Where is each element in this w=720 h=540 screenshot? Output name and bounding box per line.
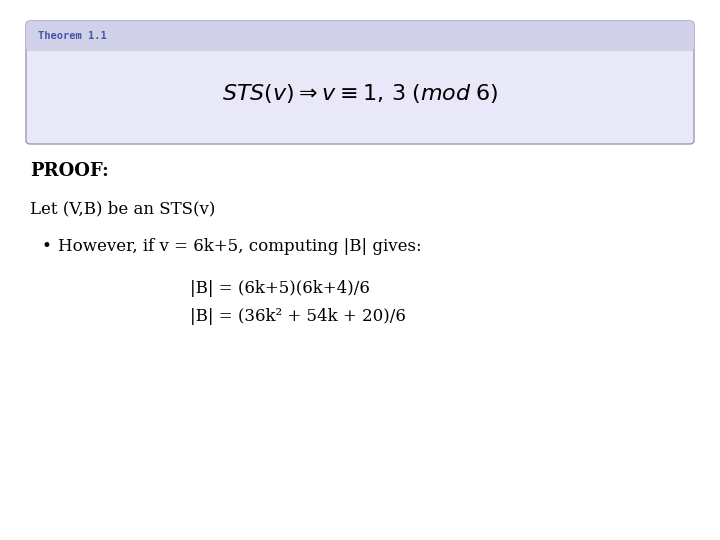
- Text: However, if v = 6k+5, computing |B| gives:: However, if v = 6k+5, computing |B| give…: [58, 238, 422, 255]
- FancyBboxPatch shape: [26, 21, 694, 51]
- Text: Let (V,B) be an STS(v): Let (V,B) be an STS(v): [30, 200, 215, 217]
- Text: Theorem 1.1: Theorem 1.1: [38, 31, 107, 41]
- Text: PROOF:: PROOF:: [30, 162, 109, 180]
- Text: |B| = (6k+5)(6k+4)/6: |B| = (6k+5)(6k+4)/6: [190, 280, 370, 297]
- Text: |B| = (36k² + 54k + 20)/6: |B| = (36k² + 54k + 20)/6: [190, 308, 406, 325]
- Text: •: •: [42, 238, 52, 255]
- Bar: [30, 36, 690, 47]
- Text: $\mathit{STS}(v) \Rightarrow v \equiv 1,\, 3\; \mathit{(mod\; 6)}$: $\mathit{STS}(v) \Rightarrow v \equiv 1,…: [222, 82, 498, 105]
- FancyBboxPatch shape: [26, 21, 694, 144]
